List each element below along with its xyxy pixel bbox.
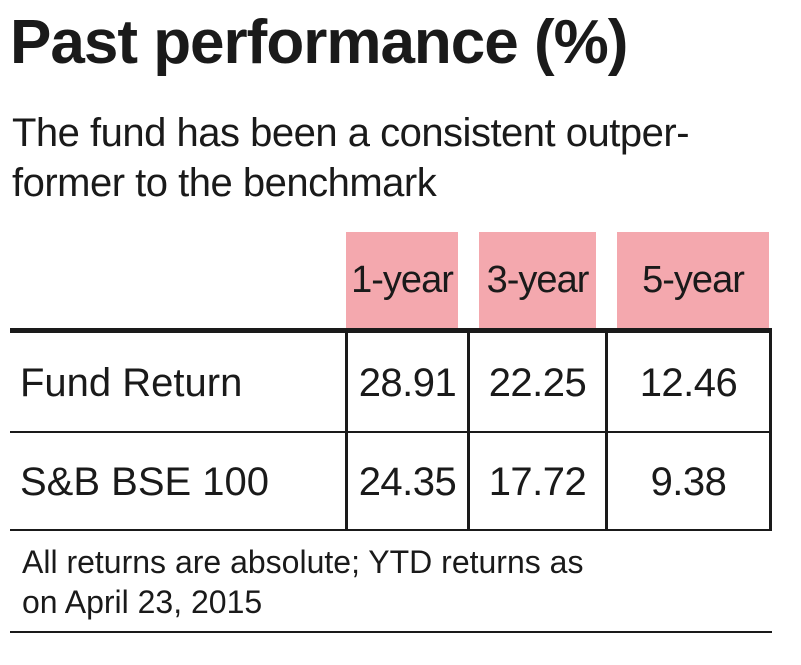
table-cell: 9.38 (650, 460, 727, 504)
table-cell: 28.91 (358, 361, 457, 405)
column-header-1-year: 1-year (346, 232, 458, 328)
row-label-benchmark: S&B BSE 100 (20, 460, 270, 504)
table-cell: 12.46 (639, 361, 738, 405)
column-divider (345, 333, 348, 531)
row-label-fund-return: Fund Return (20, 361, 243, 405)
table-cell: 24.35 (358, 460, 457, 504)
subtitle-line: former to the benchmark (12, 161, 437, 205)
subtitle-line: The fund has been a consistent outper- (12, 111, 690, 155)
table-top-rule (10, 328, 772, 333)
column-divider (467, 333, 470, 531)
column-divider (769, 333, 772, 531)
chart-title: Past performance (%) (10, 8, 628, 77)
column-header-3-year: 3-year (479, 232, 596, 328)
table-row-divider (10, 431, 772, 433)
footnote-line: All returns are absolute; YTD returns as (22, 544, 584, 580)
column-divider (605, 333, 608, 531)
note-bottom-rule (10, 631, 772, 633)
footnote-line: on April 23, 2015 (22, 584, 263, 620)
chart-subtitle: The fund has been a consistent outper- f… (12, 108, 772, 208)
table-bottom-rule (10, 529, 772, 531)
table-cell: 22.25 (488, 361, 587, 405)
footnote: All returns are absolute; YTD returns as… (22, 542, 583, 622)
table-cell: 17.72 (488, 460, 587, 504)
column-header-5-year: 5-year (617, 232, 769, 328)
